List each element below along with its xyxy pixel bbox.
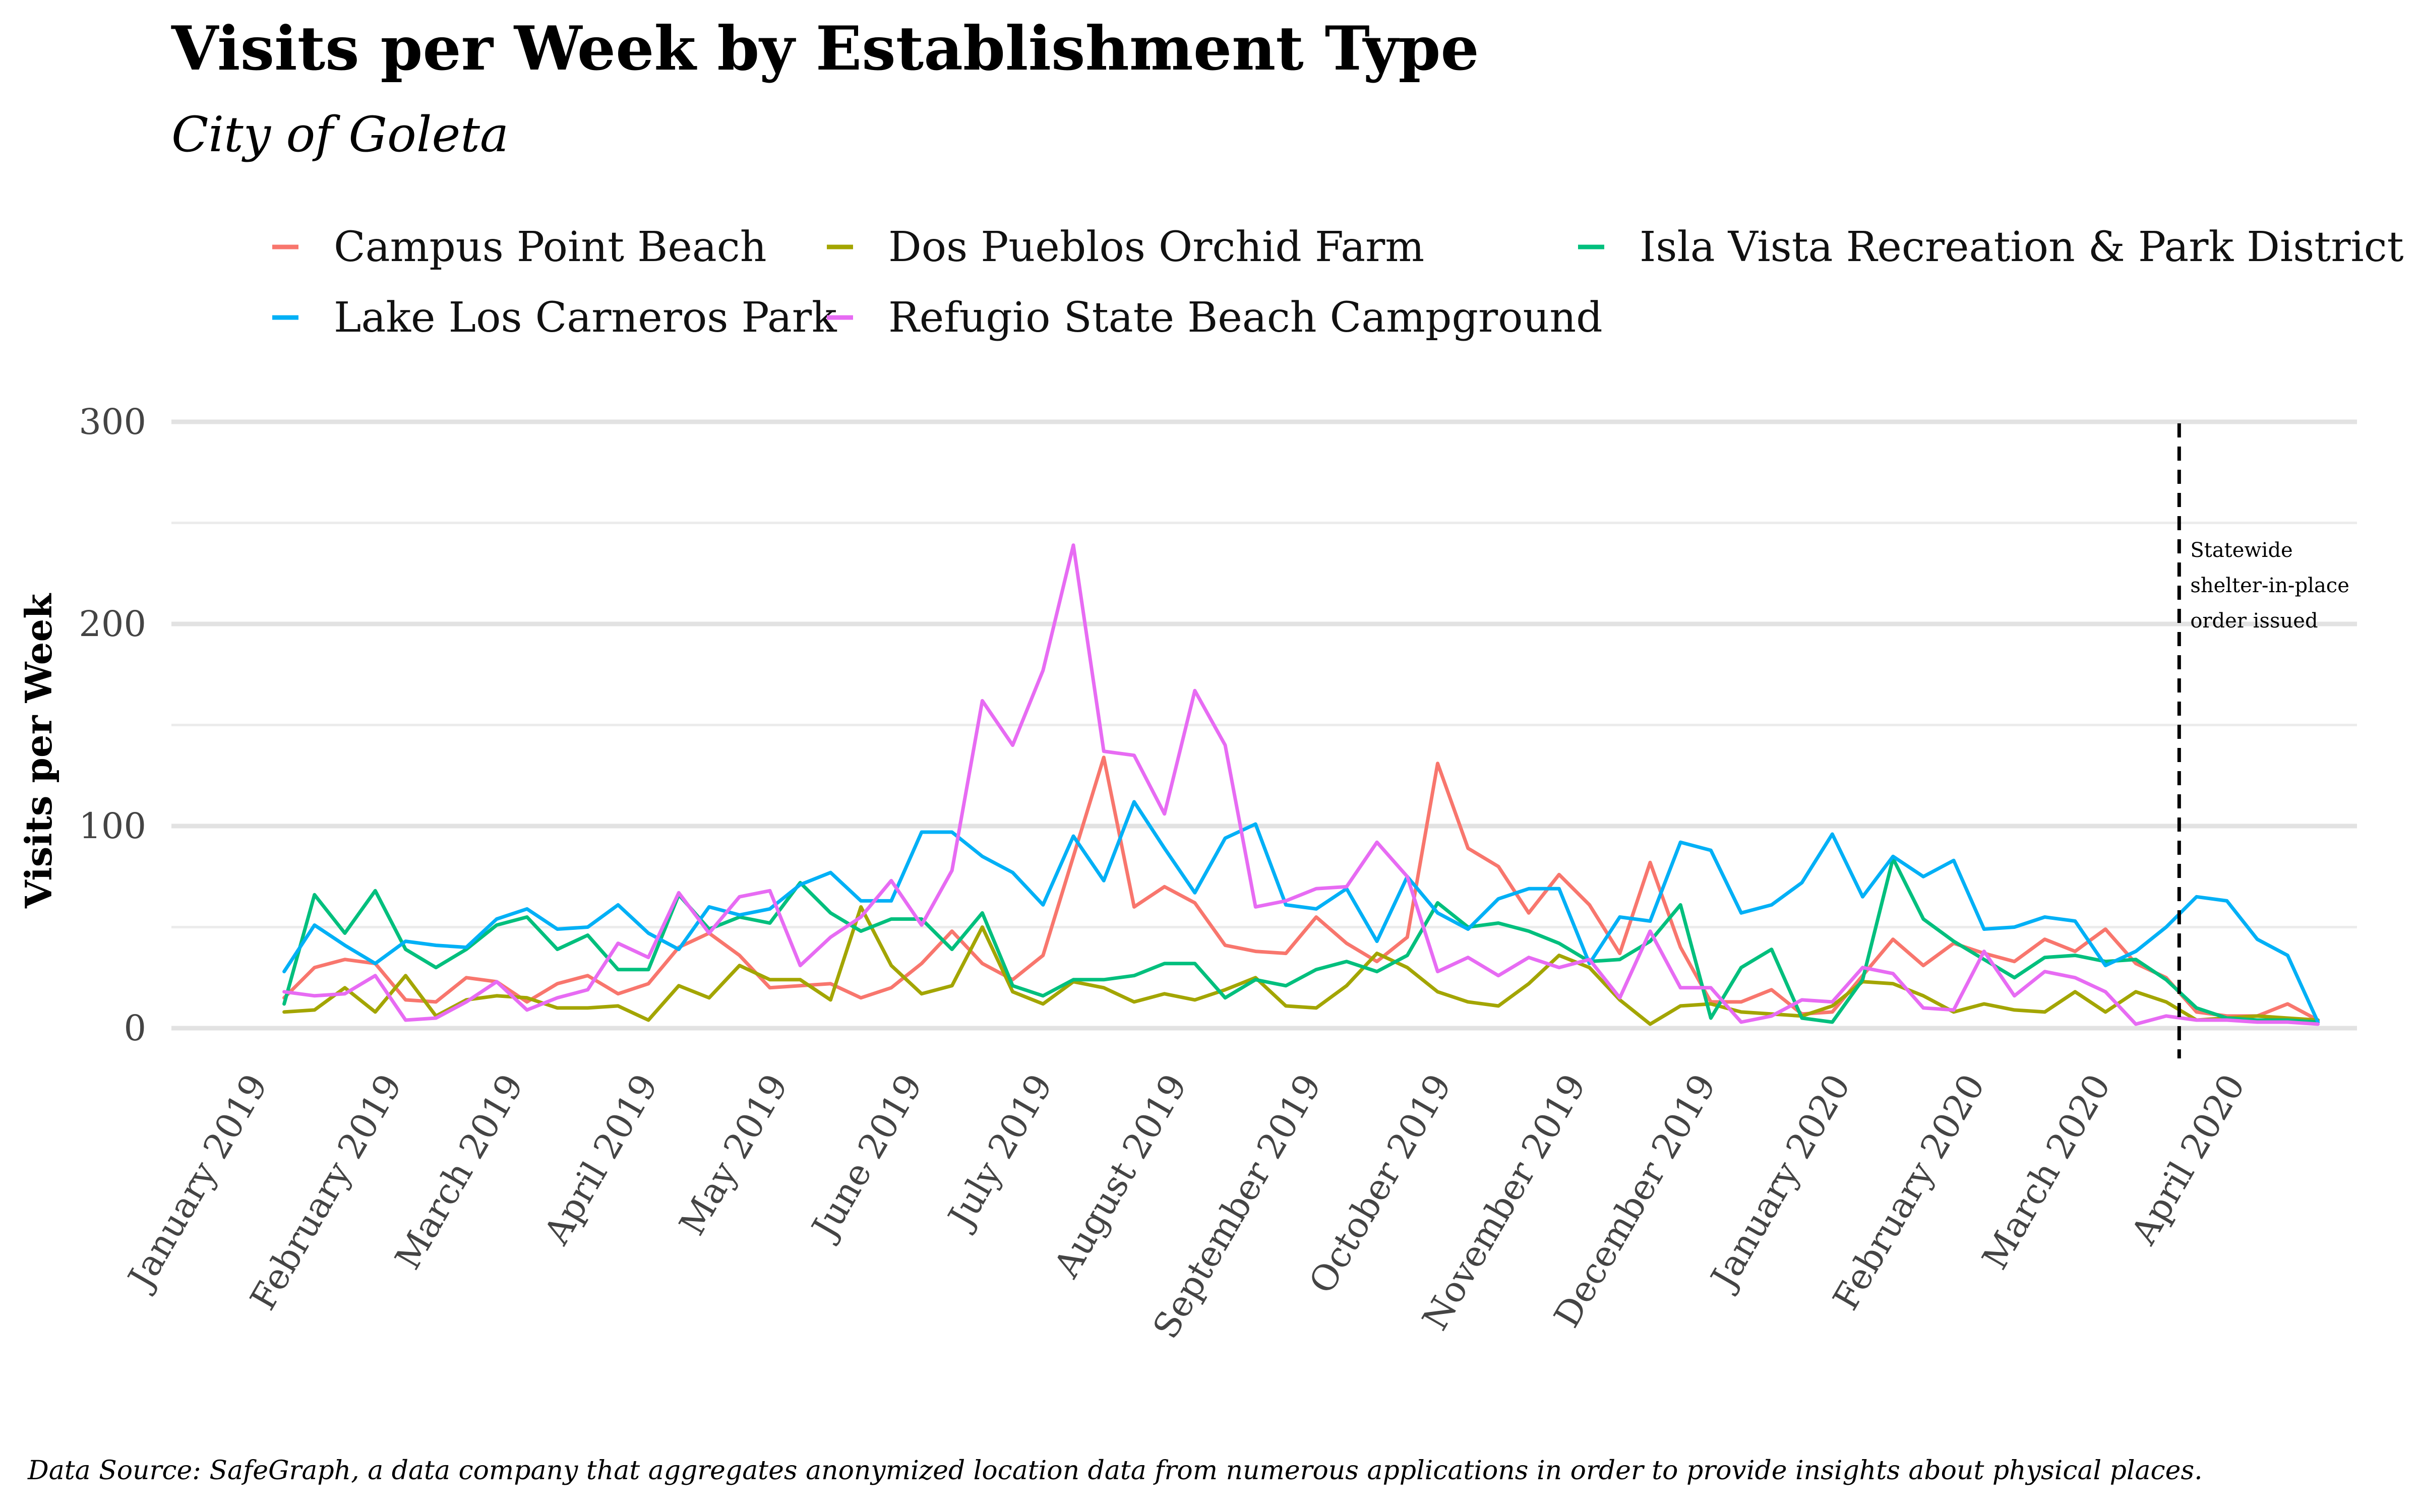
series-lines: [282, 543, 2320, 1026]
x-tick-label: July 2019: [939, 1067, 1061, 1237]
series-line-3: [282, 856, 2320, 1024]
series-line-2: [282, 905, 2320, 1026]
y-axis-label: Visits per Week: [17, 593, 60, 909]
caption: Data Source: SafeGraph, a data company t…: [27, 1456, 2203, 1486]
x-tick-label: March 2020: [1974, 1067, 2119, 1277]
legend-label: Lake Los Carneros Park: [334, 294, 837, 342]
annotation-label: Statewide: [2190, 539, 2292, 562]
x-tick-label: October 2019: [1301, 1067, 1459, 1301]
y-axis-ticks: 0 100 200 300: [79, 401, 146, 1049]
x-tick-label: April 2020: [2123, 1067, 2253, 1252]
x-tick-label: February 2019: [242, 1067, 410, 1317]
x-tick-label: June 2019: [802, 1067, 930, 1248]
series-line-4: [282, 800, 2320, 1024]
legend: Campus Point Beach Dos Pueblos Orchid Far…: [272, 223, 2404, 342]
y-tick-label: 300: [79, 401, 146, 443]
x-tick-label: March 2019: [387, 1067, 531, 1277]
legend-label: Dos Pueblos Orchid Farm: [888, 223, 1424, 271]
y-tick-label: 200: [79, 603, 146, 645]
gridlines: [171, 419, 2357, 1031]
y-tick-label: 0: [124, 1007, 146, 1049]
y-tick-label: 100: [79, 805, 146, 847]
x-tick-label: May 2019: [671, 1067, 796, 1242]
legend-label: Campus Point Beach: [334, 223, 767, 271]
legend-label: Refugio State Beach Campground: [888, 294, 1603, 342]
chart-title: Visits per Week by Establishment Type: [171, 13, 1479, 84]
x-tick-label: January 2019: [118, 1067, 276, 1298]
chart-subtitle: City of Goleta: [171, 106, 509, 163]
x-tick-label: February 2020: [1825, 1067, 1992, 1317]
annotation: Statewide shelter-in-place order issued: [2177, 423, 2349, 1058]
x-tick-label: August 2019: [1046, 1067, 1195, 1285]
legend-label: Isla Vista Recreation & Park District: [1640, 223, 2404, 271]
series-line-1: [282, 755, 2320, 1022]
annotation-label: shelter-in-place: [2190, 574, 2349, 597]
annotation-label: order issued: [2190, 609, 2318, 633]
x-tick-label: January 2020: [1702, 1067, 1859, 1298]
series-line-5: [282, 543, 2320, 1026]
x-tick-label: April 2019: [535, 1067, 666, 1252]
